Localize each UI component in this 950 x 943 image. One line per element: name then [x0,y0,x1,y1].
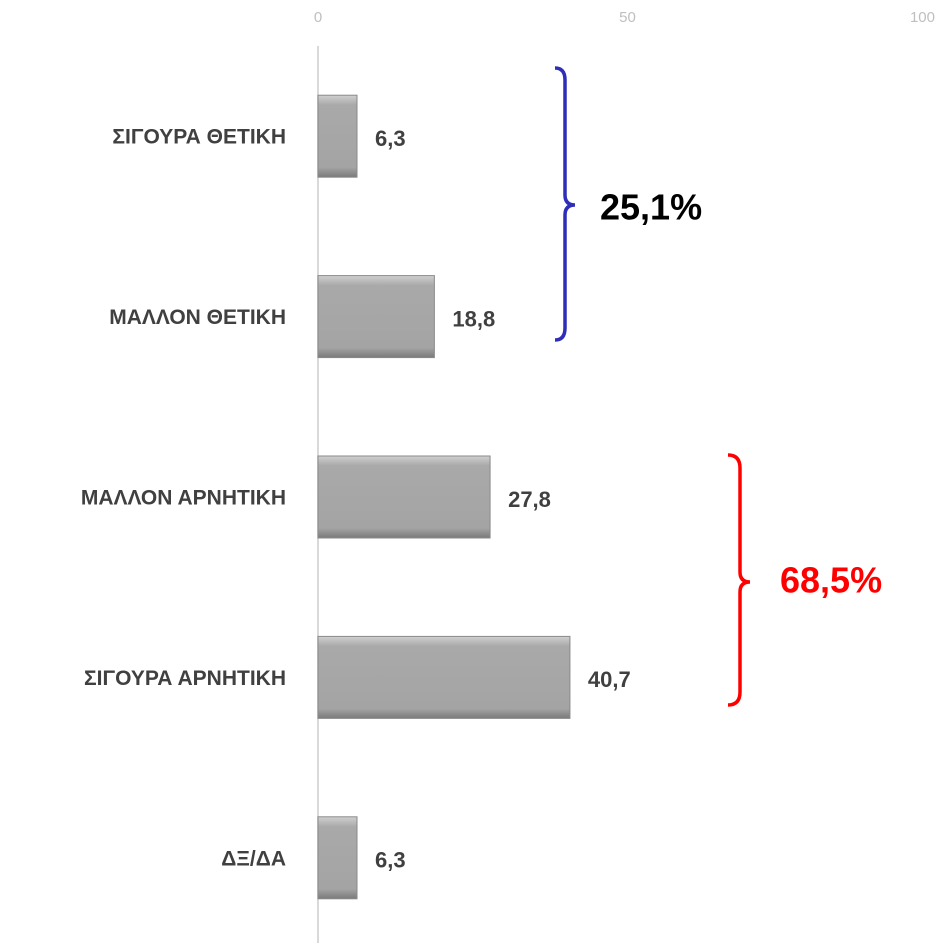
brace [554,66,576,342]
brace [727,453,751,707]
y-tick-label: ΣΙΓΟΥΡΑ ΘΕΤΙΚΗ [112,126,286,149]
value-label: 6,3 [375,126,406,151]
value-label: 27,8 [508,487,551,512]
y-tick-label: ΔΞ/ΔΑ [221,847,286,870]
y-tick-label: ΣΙΓΟΥΡΑ ΑΡΝΗΤΙΚΗ [84,667,286,690]
y-tick-label: ΜΑΛΛΟΝ ΑΡΝΗΤΙΚΗ [81,487,286,510]
value-label: 40,7 [588,667,631,692]
bar [317,816,358,900]
value-label: 6,3 [375,848,406,873]
x-tick-label: 100 [910,9,935,26]
x-tick-label: 0 [314,9,322,26]
annotation: 68,5% [780,560,882,601]
bar [317,94,358,178]
bar [317,455,491,539]
bar [317,275,435,359]
value-label: 18,8 [452,306,495,331]
bar [317,635,571,719]
y-tick-label: ΜΑΛΛΟΝ ΘΕΤΙΚΗ [109,306,286,329]
x-tick-label: 50 [619,9,636,26]
annotation: 25,1% [600,187,702,228]
